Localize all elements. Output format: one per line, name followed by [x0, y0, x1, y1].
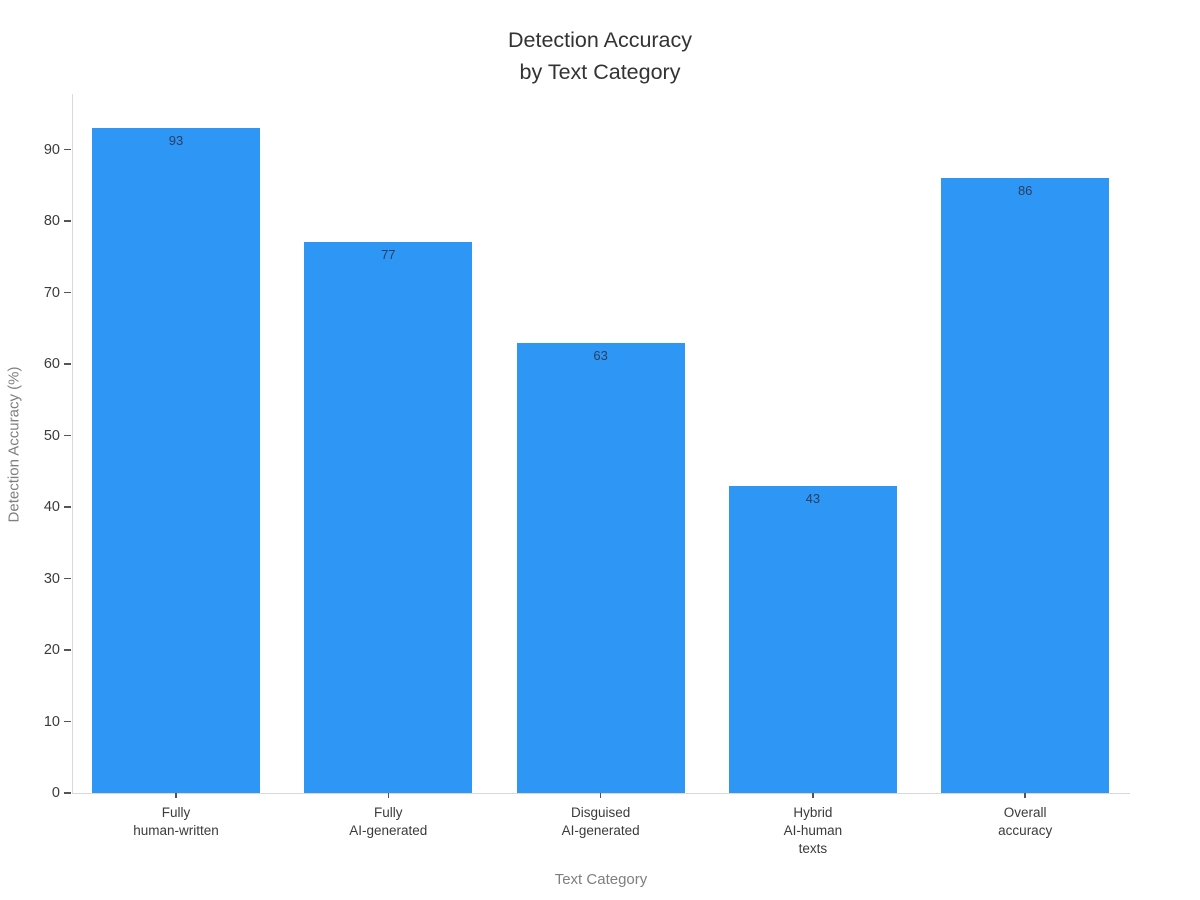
- x-tick-label: Hybrid AI-human texts: [783, 805, 843, 856]
- bar-value-label: 93: [168, 133, 184, 149]
- bar-value-label: 77: [381, 247, 396, 263]
- x-tick-mark: [387, 793, 390, 798]
- y-tick-label: 90: [43, 141, 60, 158]
- x-tick-mark: [1024, 793, 1026, 798]
- bar-value-label: 63: [593, 347, 608, 363]
- x-tick-label: Disguised AI-generated: [561, 805, 640, 838]
- y-tick-label: 0: [51, 785, 60, 801]
- y-tick-label: 60: [43, 356, 60, 372]
- y-tick-label: 70: [43, 284, 60, 301]
- y-axis-title: Detection Accuracy (%): [5, 366, 23, 523]
- y-tick-mark: [64, 577, 71, 580]
- y-tick-mark: [64, 148, 71, 151]
- y-tick-label: 30: [43, 570, 60, 587]
- chart-title: Detection Accuracy by Text Category: [507, 28, 693, 84]
- y-tick-mark: [64, 291, 71, 294]
- y-tick-mark: [64, 792, 71, 794]
- bar: [941, 178, 1110, 793]
- y-tick-mark: [64, 363, 71, 365]
- bar: [92, 128, 260, 793]
- x-tick-label: Overall accuracy: [998, 805, 1053, 838]
- bar-value-label: 86: [1017, 183, 1033, 199]
- y-tick-mark: [64, 506, 71, 508]
- bar: [516, 342, 685, 793]
- x-tick-mark: [599, 793, 602, 798]
- y-axis-line: [72, 94, 73, 794]
- bar-value-label: 43: [805, 490, 821, 506]
- x-tick-label: Fully human-written: [133, 805, 219, 838]
- x-axis-title: Text Category: [554, 871, 648, 888]
- y-tick-mark: [64, 220, 71, 222]
- bar: [304, 242, 473, 793]
- y-tick-label: 20: [43, 642, 60, 658]
- y-tick-mark: [64, 649, 71, 651]
- y-tick-label: 40: [43, 499, 60, 515]
- x-tick-mark: [175, 793, 177, 798]
- bar: [728, 485, 897, 793]
- y-tick-label: 80: [43, 213, 60, 229]
- x-tick-mark: [812, 793, 814, 798]
- y-tick-mark: [64, 434, 71, 437]
- y-tick-mark: [64, 720, 71, 723]
- y-tick-label: 10: [43, 713, 60, 730]
- y-tick-label: 50: [43, 427, 60, 444]
- x-tick-label: Fully AI-generated: [349, 805, 428, 838]
